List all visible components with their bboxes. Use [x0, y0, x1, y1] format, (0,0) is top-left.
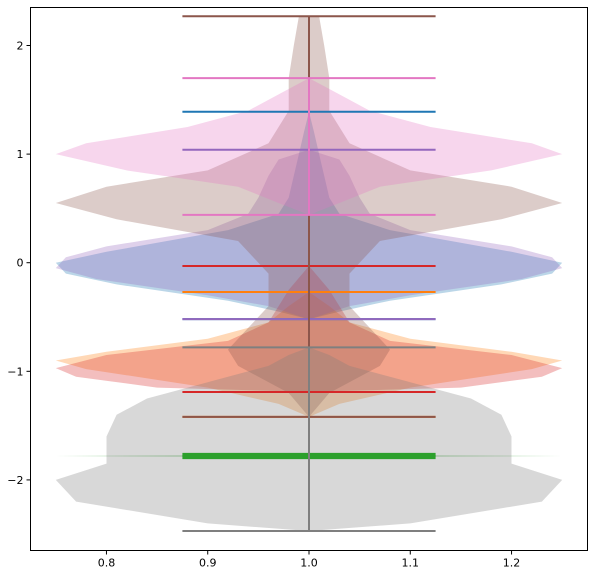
y-tick-label: −1	[7, 365, 23, 378]
x-tick-label: 0.9	[199, 557, 217, 570]
y-tick-label: 1	[17, 148, 24, 161]
y-tick-label: 2	[17, 40, 24, 53]
x-tick-label: 1.2	[503, 557, 521, 570]
y-tick-label: 0	[17, 257, 24, 270]
y-axis-ticks: 2 1 0 −1 −2	[7, 40, 31, 487]
y-tick-label: −2	[7, 474, 23, 487]
violin-lines	[182, 15, 436, 532]
x-axis-ticks: 0.8 0.9 1.0 1.1 1.2	[98, 550, 521, 570]
x-tick-label: 1.0	[300, 557, 318, 570]
x-tick-label: 1.1	[402, 557, 420, 570]
x-tick-label: 0.8	[98, 557, 116, 570]
